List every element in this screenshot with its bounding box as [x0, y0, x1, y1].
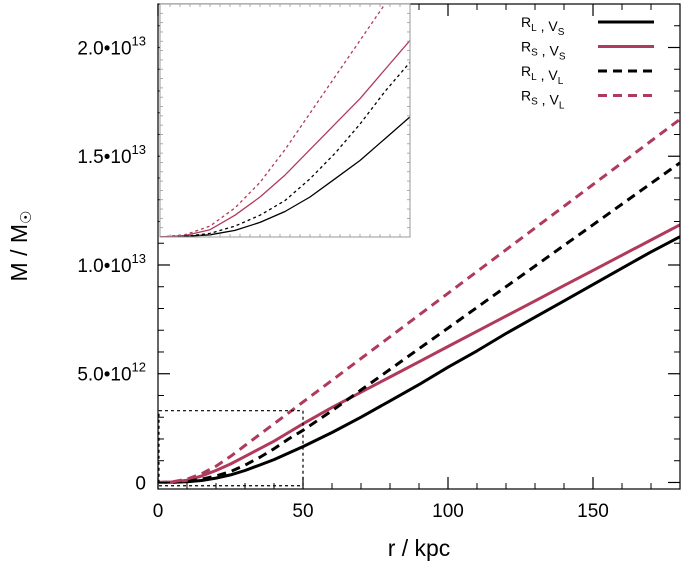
- x-tick-label: 150: [577, 501, 609, 522]
- inset-frame: [159, 3, 411, 238]
- main-plot: 0 50 100 150 0 5.0•1012 1.0•1013 1.5•1013 2.0•10…: [77, 3, 681, 522]
- legend-label-3: RS , VL: [521, 88, 565, 112]
- axis-labels: r / kpc M / M☉: [6, 211, 450, 561]
- inset-series-line-2: [160, 61, 410, 237]
- inset-series-group: [160, 4, 410, 237]
- x-tick-label: 100: [432, 501, 464, 522]
- legend-label-1: RS , VS: [521, 39, 566, 63]
- y-tick-label: 1.5•1013: [77, 142, 146, 168]
- x-axis-title: r / kpc: [388, 535, 451, 561]
- inset-series-line-1: [160, 39, 410, 237]
- x-tick-label: 0: [153, 501, 164, 522]
- y-axis-title: M / M☉: [6, 211, 35, 282]
- series-line-3: [157, 118, 681, 484]
- y-tick-label: 2.0•1013: [77, 33, 146, 59]
- legend-label-2: RL , VL: [521, 63, 564, 87]
- y-tick-label: 1.0•1013: [77, 251, 146, 277]
- legend-label-0: RL , VS: [521, 14, 565, 38]
- inset-series-line-0: [160, 116, 410, 237]
- zoom-box: [158, 410, 304, 487]
- x-tick-label: 50: [292, 501, 313, 522]
- series-line-0: [157, 235, 681, 484]
- y-tick-label: 5.0•1012: [77, 360, 146, 386]
- series-line-2: [157, 161, 681, 484]
- inset-plot: [159, 3, 411, 238]
- y-tick-label: 0: [135, 473, 146, 494]
- inset-background: [160, 4, 410, 237]
- series-line-1: [157, 223, 681, 484]
